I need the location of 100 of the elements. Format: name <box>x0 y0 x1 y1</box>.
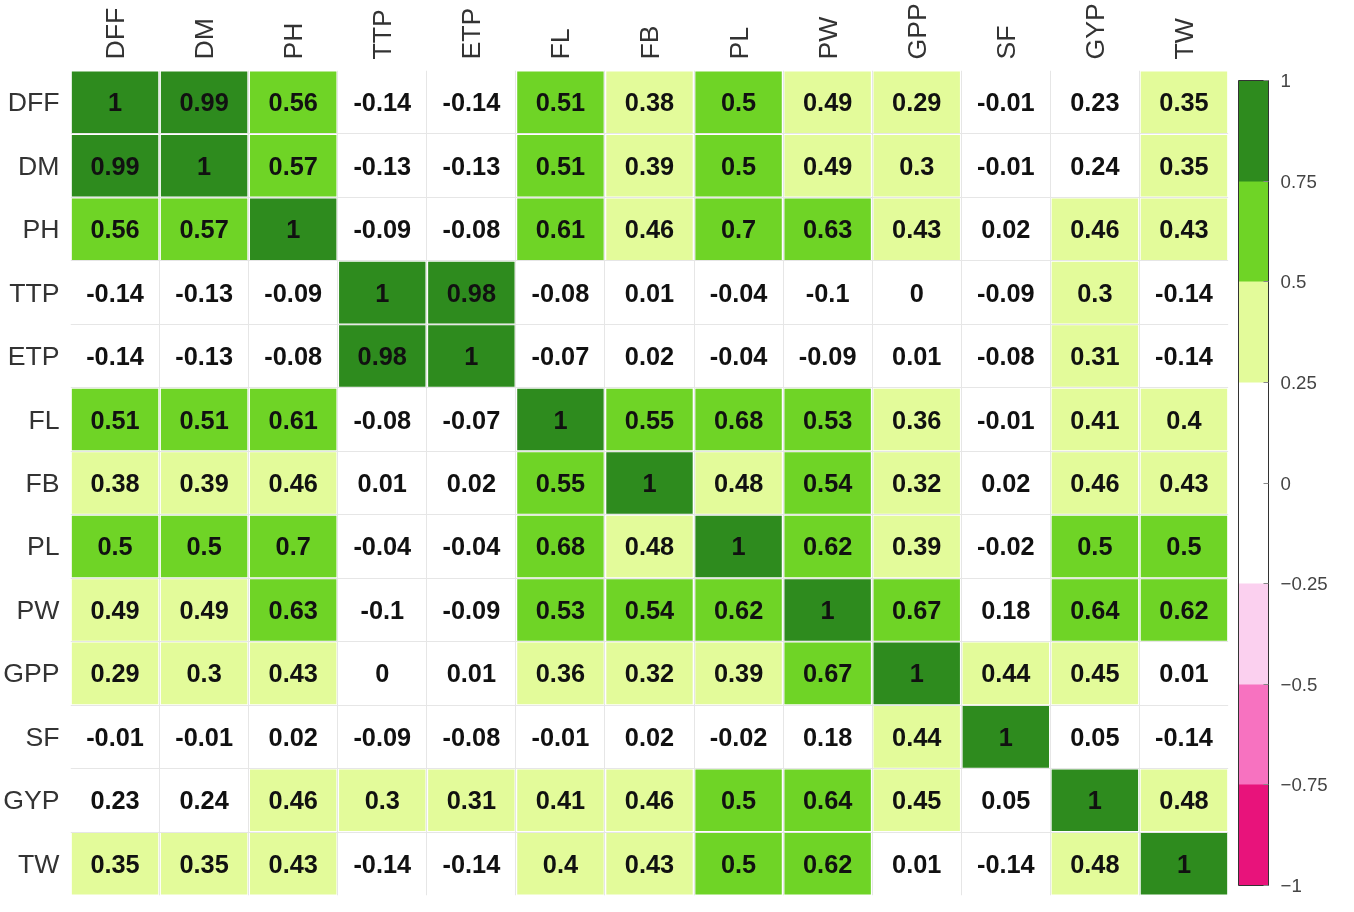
data-label: 0.49 <box>803 151 853 180</box>
data-label: 0.43 <box>624 849 675 878</box>
data-label: 0.62 <box>1159 595 1209 624</box>
data-label: -0.02 <box>709 722 768 751</box>
data-label: 0.02 <box>446 469 496 497</box>
data-label: 0.41 <box>535 786 586 815</box>
data-label: 0.5 <box>186 532 222 561</box>
data-label: 0.64 <box>1070 595 1120 624</box>
data-label: 0.48 <box>713 469 764 497</box>
x-tick-label: FL <box>545 28 576 60</box>
data-label: -0.08 <box>531 278 590 307</box>
data-label: 0.35 <box>1159 151 1209 180</box>
data-label: -0.14 <box>1155 342 1213 371</box>
x-tick-label: FB <box>634 25 665 60</box>
data-label: -0.01 <box>175 722 233 751</box>
data-label: 0.39 <box>892 532 942 561</box>
data-label: -0.09 <box>442 595 501 624</box>
data-label: 0.53 <box>535 595 586 624</box>
data-label: -0.07 <box>442 405 501 434</box>
data-label: 0.02 <box>981 469 1031 497</box>
data-label: -0.01 <box>86 722 144 751</box>
data-label: -0.14 <box>353 88 412 117</box>
data-label: 0.02 <box>624 342 675 371</box>
data-label: 0.43 <box>1159 469 1209 497</box>
data-label: -0.01 <box>976 405 1035 434</box>
data-label: 0.46 <box>1070 215 1120 244</box>
data-label: 0.31 <box>446 786 496 815</box>
data-label: -0.01 <box>976 88 1035 117</box>
data-label: 0.31 <box>1070 342 1120 371</box>
color-bar-label: 0.25 <box>1280 371 1317 393</box>
data-label: 0.18 <box>803 722 853 751</box>
data-label: 0.5 <box>720 151 757 180</box>
data-label: 0.32 <box>624 659 675 688</box>
data-label: 0.63 <box>268 595 318 624</box>
data-label: 0.51 <box>535 151 586 180</box>
data-label: 1 <box>553 405 568 434</box>
data-label: 0.3 <box>899 151 935 180</box>
data-label: 0.51 <box>535 88 586 117</box>
y-tick-label: PH <box>22 214 60 245</box>
data-label: -0.14 <box>442 88 501 117</box>
data-label: 0.7 <box>720 215 757 244</box>
data-label: 0.54 <box>803 469 853 497</box>
data-label: -0.13 <box>353 151 412 180</box>
data-label: -0.14 <box>86 278 144 307</box>
data-label: 0.01 <box>1159 659 1209 688</box>
data-label: -0.09 <box>353 215 412 244</box>
data-label: 0.62 <box>803 532 853 561</box>
data-label: 0.5 <box>1166 532 1202 561</box>
data-label: -0.04 <box>709 342 768 371</box>
y-tick-label: FB <box>25 468 60 498</box>
data-label: 0.01 <box>357 469 407 497</box>
data-label: 0.48 <box>1070 849 1120 878</box>
data-label: 0.63 <box>803 215 853 244</box>
data-label: 0.4 <box>1166 405 1202 434</box>
x-tick-label: TTP <box>367 9 398 60</box>
data-label: 0.35 <box>179 849 229 878</box>
data-label: 1 <box>375 278 390 307</box>
data-label: 0 <box>375 659 390 688</box>
data-label: 0.68 <box>535 532 586 561</box>
data-label: 0.98 <box>357 342 407 371</box>
data-label: 0.36 <box>535 659 586 688</box>
color-bar-label: 0.75 <box>1280 170 1317 192</box>
data-label: 0.5 <box>97 532 133 561</box>
data-label: 0.45 <box>892 786 942 815</box>
data-label: -0.09 <box>976 278 1035 307</box>
data-label: 0.35 <box>1159 88 1209 117</box>
data-label: 0.3 <box>186 659 222 688</box>
data-label: 0.05 <box>1070 722 1120 751</box>
data-label: -0.09 <box>798 342 857 371</box>
data-label: 0.49 <box>179 595 229 624</box>
data-label: -0.04 <box>709 278 768 307</box>
data-label: 1 <box>731 532 746 561</box>
data-label: 0.56 <box>90 215 140 244</box>
data-label: 0.56 <box>268 88 318 117</box>
data-label: 1 <box>642 469 657 497</box>
data-label: -0.08 <box>353 405 412 434</box>
data-label: -0.09 <box>264 278 323 307</box>
data-label: 0.02 <box>981 215 1031 244</box>
x-tick-label: PW <box>812 15 843 60</box>
y-tick-label: DFF <box>7 87 60 118</box>
data-label: 0.46 <box>624 215 675 244</box>
data-label: 0.5 <box>1077 532 1113 561</box>
data-label: 0.18 <box>981 595 1031 624</box>
data-label: 0.02 <box>268 722 318 751</box>
data-label: -0.08 <box>442 215 501 244</box>
data-label: 0 <box>909 278 924 307</box>
data-label: 0.55 <box>535 469 586 497</box>
data-label: 0.51 <box>179 405 229 434</box>
data-label: 0.67 <box>892 595 942 624</box>
data-label: -0.14 <box>86 342 144 371</box>
data-label: 0.62 <box>803 849 853 878</box>
data-label: 0.3 <box>1077 278 1113 307</box>
data-label: -0.1 <box>360 595 405 624</box>
data-label: 0.46 <box>1070 469 1120 497</box>
data-label: 0.43 <box>892 215 942 244</box>
data-label: -0.14 <box>353 849 412 878</box>
data-label: -0.13 <box>442 151 501 180</box>
x-tick-label: DM <box>189 18 220 60</box>
data-label: 0.38 <box>90 469 140 497</box>
data-label: 1 <box>464 342 479 371</box>
